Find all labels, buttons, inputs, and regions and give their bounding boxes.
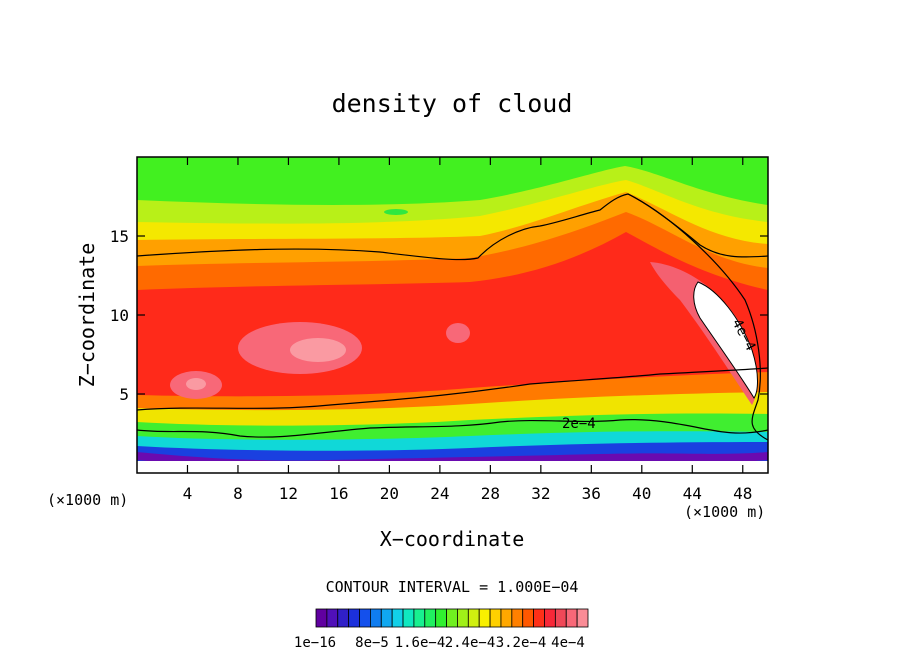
colorbar-swatch xyxy=(380,608,393,628)
contour-line-middle xyxy=(137,367,768,411)
colorbar-swatch xyxy=(446,608,458,628)
x-tick-label: 44 xyxy=(683,484,702,503)
contour-line-anvil xyxy=(627,193,768,441)
colorbar-tick-label: 8e−5 xyxy=(355,635,389,651)
x-tick-label: 8 xyxy=(233,484,243,503)
colorbar-swatch xyxy=(413,608,426,628)
contour-line-upper xyxy=(137,193,768,261)
colorbar-labels: 1e−16 8e−5 1.6e−4 2.4e−4 3.2e−4 4e−4 xyxy=(294,635,585,651)
contour-field xyxy=(137,157,768,473)
colorbar-swatch xyxy=(522,608,534,628)
y-axis-label: Z−coordinate xyxy=(75,243,99,388)
contour-lines xyxy=(137,193,768,441)
x-tick-label: 24 xyxy=(430,484,449,503)
field-patch-lightpink-left xyxy=(290,338,346,362)
x-units-label-right: (×1000 m) xyxy=(684,503,765,521)
x-tick-label: 4 xyxy=(183,484,193,503)
colorbar-swatch xyxy=(489,608,502,628)
colorbar-swatch xyxy=(315,608,328,628)
x-tick-label: 20 xyxy=(380,484,399,503)
colorbar-tick-label: 1.6e−4 xyxy=(395,635,446,651)
colorbar-swatch xyxy=(435,608,447,628)
colorbar-swatch xyxy=(511,608,524,628)
chart-title: density of cloud xyxy=(332,89,573,118)
x-units-label-left: (×1000 m) xyxy=(47,491,128,509)
colorbar-tick-label: 3.2e−4 xyxy=(496,635,547,651)
y-tick-label: 5 xyxy=(119,385,129,404)
colorbar-swatch xyxy=(554,608,567,628)
colorbar-swatch xyxy=(337,608,350,628)
x-tick-label: 48 xyxy=(733,484,752,503)
contour-label-2e-4: 2e−4 xyxy=(562,416,596,432)
colorbar xyxy=(315,608,589,628)
contour-line-lower xyxy=(137,419,768,438)
colorbar-swatch xyxy=(424,608,437,628)
colorbar-swatch xyxy=(348,608,360,628)
contour-interval-text: CONTOUR INTERVAL = 1.000E−04 xyxy=(326,578,579,596)
colorbar-swatch xyxy=(565,608,578,628)
x-tick-label: 28 xyxy=(481,484,500,503)
x-tick-label: 12 xyxy=(279,484,298,503)
x-tick-label: 40 xyxy=(632,484,651,503)
colorbar-swatch xyxy=(326,608,339,628)
colorbar-swatch xyxy=(576,608,589,628)
x-tick-label: 16 xyxy=(329,484,348,503)
colorbar-swatch xyxy=(359,608,371,628)
colorbar-swatch xyxy=(500,608,513,628)
x-axis-label: X−coordinate xyxy=(380,527,525,551)
colorbar-swatch xyxy=(467,608,480,628)
field-below-cloud-base xyxy=(137,461,768,473)
colorbar-tick-label: 2.4e−4 xyxy=(445,635,496,651)
field-patch-pink-mid xyxy=(446,323,470,343)
field-anvil-pink xyxy=(650,262,757,405)
y-axis-ticks: 5 10 15 xyxy=(110,227,768,404)
field-anvil-core xyxy=(693,281,758,399)
y-tick-label: 15 xyxy=(110,227,129,246)
y-tick-label: 10 xyxy=(110,306,129,325)
colorbar-swatch xyxy=(544,608,556,628)
x-tick-label: 32 xyxy=(531,484,550,503)
colorbar-swatch xyxy=(391,608,404,628)
colorbar-swatch xyxy=(402,608,415,628)
x-tick-label: 36 xyxy=(582,484,601,503)
colorbar-swatch xyxy=(457,608,469,628)
colorbar-swatch xyxy=(478,608,491,628)
x-axis-ticks: 4 8 12 16 20 24 28 32 36 40 44 48 xyxy=(183,157,752,503)
colorbar-swatch xyxy=(369,608,382,628)
colorbar-swatch xyxy=(533,608,545,628)
colorbar-tick-label: 4e−4 xyxy=(551,635,585,651)
field-patch-lightpink-edge xyxy=(186,378,206,390)
colorbar-tick-label: 1e−16 xyxy=(294,635,336,651)
field-patch-green xyxy=(384,209,408,215)
